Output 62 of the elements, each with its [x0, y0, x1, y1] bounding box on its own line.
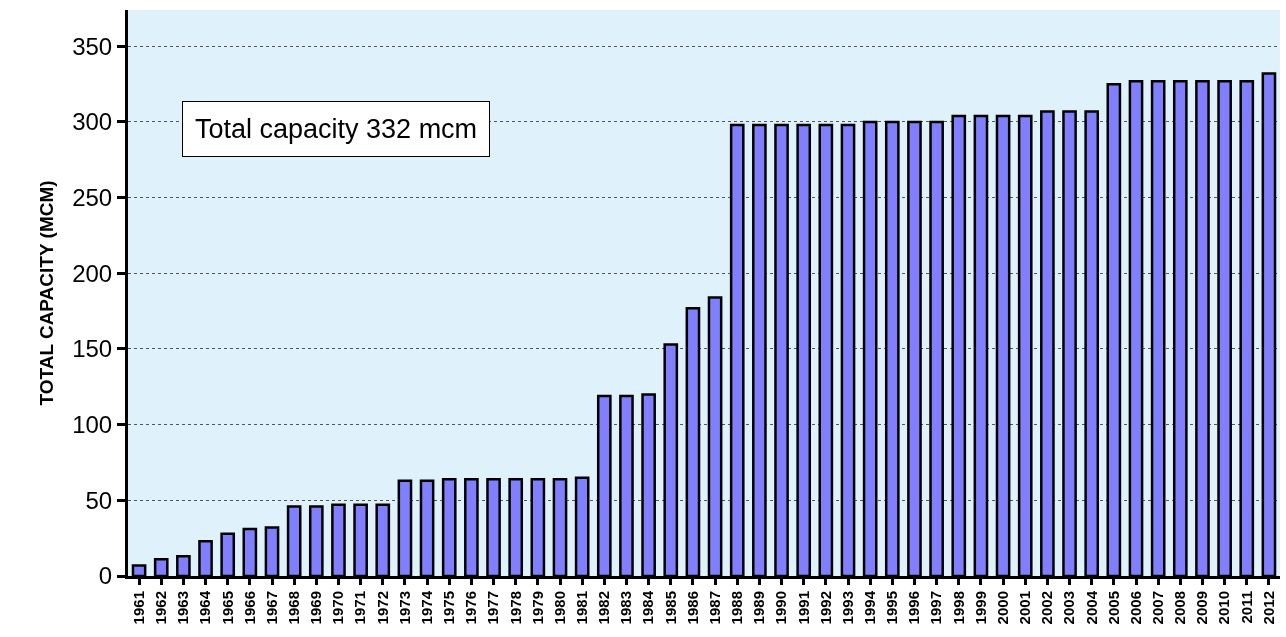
x-tick-label: 1966: [240, 591, 258, 625]
x-tick-label: 1998: [949, 591, 967, 625]
x-tick-label: 1997: [927, 591, 945, 625]
y-tick-label: 200: [72, 259, 113, 287]
x-tick-label: 1986: [683, 591, 701, 625]
y-tick-label: 350: [72, 32, 113, 60]
x-tick-label: 1988: [728, 591, 746, 625]
x-tick-label: 2002: [1038, 591, 1056, 625]
x-tick-label: 2010: [1215, 591, 1233, 625]
x-tick-label: 1985: [661, 591, 679, 625]
x-tick-label: 1961: [129, 591, 147, 625]
x-tick-label: 1983: [617, 591, 635, 625]
y-tick-label: 50: [85, 486, 113, 514]
x-tick-label: 1964: [196, 590, 214, 625]
x-tick-label: 2005: [1104, 591, 1122, 625]
x-tick-label: 1992: [816, 591, 834, 625]
x-tick-label: 2000: [993, 591, 1011, 625]
x-tick-label: 2003: [1060, 591, 1078, 625]
y-tick-label: 250: [72, 184, 113, 212]
x-tick-label: 1967: [262, 591, 280, 625]
x-tick-label: 1990: [772, 591, 790, 625]
x-tick-label: 1973: [395, 591, 413, 625]
x-tick-label: 2004: [1082, 590, 1100, 625]
x-tick-label: 1993: [838, 591, 856, 625]
x-tick-label: 1987: [705, 591, 723, 625]
x-tick-label: 1979: [528, 591, 546, 625]
x-tick-label: 1976: [462, 591, 480, 625]
x-tick-label: 2009: [1193, 591, 1211, 625]
x-tick-label: 1994: [861, 590, 879, 625]
x-tick-label: 1969: [307, 591, 325, 625]
x-tick-label: 1965: [218, 591, 236, 625]
x-tick-label: 1974: [417, 590, 435, 625]
x-tick-label: 2001: [1016, 591, 1034, 625]
x-tick-label: 1972: [373, 591, 391, 625]
x-tick-label: 1975: [440, 591, 458, 625]
y-tick-label: 100: [72, 411, 113, 439]
annotation: Total capacity 332 mcm: [195, 114, 478, 144]
y-tick-label: 0: [98, 562, 113, 590]
x-tick-label: 1968: [285, 591, 303, 625]
x-tick-label: 1980: [550, 591, 568, 625]
x-tick-label: 1991: [794, 591, 812, 625]
x-tick-label: 1963: [174, 591, 192, 625]
x-tick-label: 2012: [1259, 591, 1277, 625]
x-tick-label: 2006: [1126, 591, 1144, 625]
x-tick-label: 1999: [971, 591, 989, 625]
x-tick-label: 1981: [573, 591, 591, 625]
x-tick-label: 2008: [1171, 591, 1189, 625]
x-tick-label: 1978: [506, 591, 524, 625]
x-tick-label: 1977: [484, 591, 502, 625]
x-tick-label: 1970: [329, 591, 347, 625]
y-axis-title: TOTAL CAPACITY (MCM): [36, 180, 57, 406]
x-tick-label: 2007: [1149, 591, 1167, 625]
y-tick-label: 300: [72, 108, 113, 136]
x-tick-label: 1982: [595, 591, 613, 625]
x-tick-label: 1971: [351, 591, 369, 625]
x-tick-label: 1984: [639, 590, 657, 625]
x-tick-label: 2011: [1237, 591, 1255, 624]
x-tick-label: 1996: [905, 591, 923, 625]
x-tick-label: 1962: [152, 591, 170, 625]
x-tick-label: 1989: [750, 591, 768, 625]
y-tick-label: 150: [72, 335, 113, 363]
x-tick-label: 1995: [883, 591, 901, 625]
